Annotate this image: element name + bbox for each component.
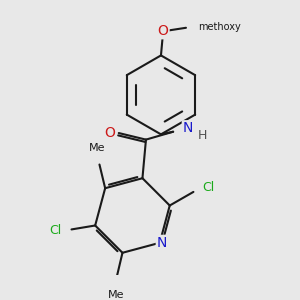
Text: Me: Me [89, 143, 106, 153]
Text: O: O [158, 24, 169, 38]
Text: H: H [197, 129, 207, 142]
Text: N: N [183, 121, 193, 135]
Text: O: O [105, 126, 116, 140]
Text: N: N [157, 236, 167, 250]
Text: methoxy: methoxy [198, 22, 241, 32]
Text: Cl: Cl [202, 181, 214, 194]
Text: Me: Me [108, 290, 124, 300]
Text: Cl: Cl [50, 224, 62, 237]
